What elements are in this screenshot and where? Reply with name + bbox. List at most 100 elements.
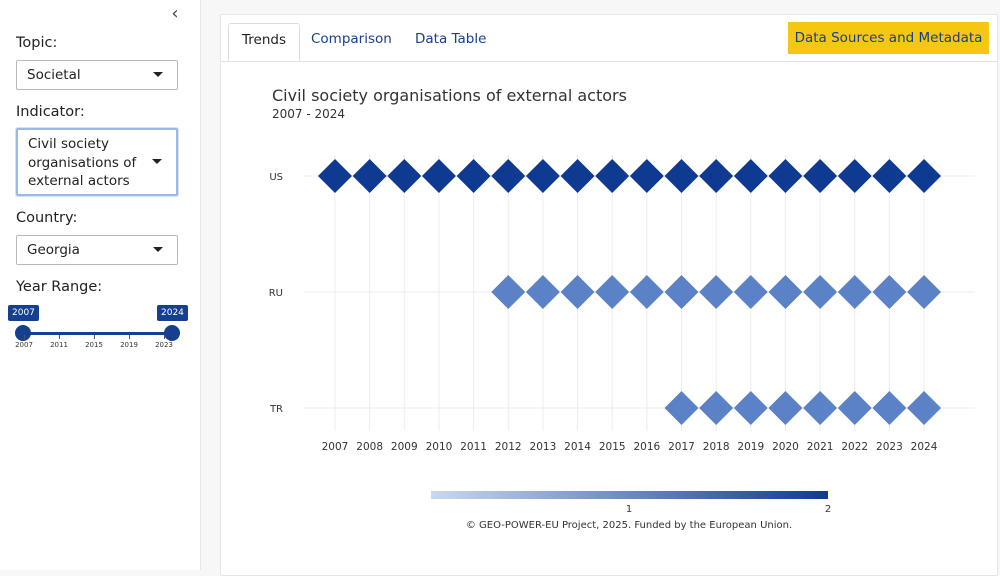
tab-trends[interactable]: Trends — [228, 23, 300, 61]
country-label: Country: — [16, 210, 78, 226]
heatmap-cell-diamond[interactable] — [837, 159, 872, 193]
topic-label: Topic: — [16, 35, 58, 51]
heatmap-cell-diamond[interactable] — [837, 391, 872, 425]
x-tick-label: 2023 — [876, 441, 903, 453]
chart-footer: © GEO-POWER-EU Project, 2025. Funded by … — [466, 520, 792, 531]
heatmap-cell-diamond[interactable] — [837, 275, 872, 309]
year-range-label: Year Range: — [16, 279, 103, 295]
heatmap-cell-diamond[interactable] — [872, 275, 907, 309]
country-select-value: Georgia — [27, 242, 80, 258]
year-range-from-badge: 2007 — [8, 305, 39, 321]
heatmap-cell-diamond[interactable] — [456, 159, 491, 193]
indicator-label: Indicator: — [16, 104, 85, 120]
x-tick-label: 2012 — [495, 441, 522, 453]
slider-tickmark — [24, 335, 25, 339]
heatmap-cell-diamond[interactable] — [907, 275, 942, 309]
y-tick-label: TR — [269, 404, 283, 415]
slider-tick-label: 2007 — [15, 341, 33, 349]
tab-bar: Trends Comparison Data Table Data Source… — [221, 15, 997, 62]
slider-tick-label: 2019 — [120, 341, 138, 349]
heatmap-cell-diamond[interactable] — [491, 275, 526, 309]
caret-down-icon — [152, 159, 162, 164]
topic-select[interactable]: Societal — [16, 60, 178, 90]
x-tick-label: 2007 — [322, 441, 349, 453]
heatmap-cell-diamond[interactable] — [768, 391, 803, 425]
heatmap-cell-diamond[interactable] — [803, 275, 838, 309]
heatmap-cell-diamond[interactable] — [491, 159, 526, 193]
slider-tickmark — [129, 335, 130, 339]
x-tick-label: 2018 — [703, 441, 730, 453]
x-tick-label: 2011 — [460, 441, 487, 453]
year-range-track[interactable] — [22, 332, 174, 335]
heatmap-cell-diamond[interactable] — [318, 159, 352, 193]
tab-data-table[interactable]: Data Table — [415, 31, 487, 47]
heatmap-cell-diamond[interactable] — [387, 159, 422, 193]
x-tick-label: 2009 — [391, 441, 418, 453]
slider-tickmark — [94, 335, 95, 339]
chevron-left-icon[interactable]: ‹ — [171, 3, 179, 24]
heatmap-cell-diamond[interactable] — [907, 391, 942, 425]
x-tick-label: 2022 — [841, 441, 868, 453]
heatmap-cell-diamond[interactable] — [525, 159, 560, 193]
heatmap-cell-diamond[interactable] — [595, 159, 630, 193]
slider-tick-label: 2011 — [50, 341, 68, 349]
indicator-select-value-line: organisations of — [28, 154, 137, 171]
x-tick-label: 2016 — [633, 441, 660, 453]
heatmap-cell-diamond[interactable] — [803, 391, 838, 425]
color-scale-bar — [431, 491, 828, 499]
x-tick-label: 2021 — [807, 441, 834, 453]
heatmap-cell-diamond[interactable] — [733, 391, 768, 425]
heatmap-cell-diamond[interactable] — [872, 391, 907, 425]
heatmap-cell-diamond[interactable] — [699, 159, 734, 193]
heatmap-chart: 2007 2008 2009 2010 2011 2012 2013 2014 2015 2016… — [269, 155, 975, 531]
heatmap-cell-diamond[interactable] — [907, 159, 942, 193]
heatmap-cell-diamond[interactable] — [595, 275, 630, 309]
slider-tickmark — [59, 335, 60, 339]
x-tick-label: 2020 — [772, 441, 799, 453]
heatmap-cell-diamond[interactable] — [629, 275, 664, 309]
heatmap-cell-diamond[interactable] — [421, 159, 456, 193]
year-range-start-handle[interactable] — [15, 325, 31, 341]
heatmap-cell-diamond[interactable] — [664, 391, 699, 425]
x-tick-label: 2019 — [737, 441, 764, 453]
heatmap-cell-diamond[interactable] — [699, 275, 734, 309]
indicator-select-value-line: external actors — [28, 173, 130, 189]
slider-tick-label: 2023 — [155, 341, 173, 349]
heatmap-cell-diamond[interactable] — [664, 275, 699, 309]
heatmap-cell-diamond[interactable] — [803, 159, 838, 193]
x-tick-label: 2015 — [599, 441, 626, 453]
topic-select-value: Societal — [27, 67, 81, 83]
heatmap-cell-diamond[interactable] — [872, 159, 907, 193]
slider-tick-label: 2015 — [85, 341, 103, 349]
x-tick-label: 2017 — [668, 441, 695, 453]
heatmap-cell-diamond[interactable] — [768, 275, 803, 309]
data-sources-metadata-button[interactable]: Data Sources and Metadata — [788, 22, 989, 54]
heatmap-cell-diamond[interactable] — [525, 275, 560, 309]
heatmap-cell-diamond[interactable] — [629, 159, 664, 193]
heatmap-cell-diamond[interactable] — [699, 391, 734, 425]
x-tick-label: 2010 — [426, 441, 453, 453]
x-tick-label: 2013 — [530, 441, 557, 453]
heatmap-cell-diamond[interactable] — [352, 159, 387, 193]
heatmap-cell-diamond[interactable] — [768, 159, 803, 193]
x-tick-label: 2008 — [356, 441, 383, 453]
indicator-select[interactable]: Civil society organisations of external … — [16, 128, 178, 196]
caret-down-icon — [153, 72, 163, 77]
y-tick-label: US — [269, 172, 283, 183]
main-panel: Trends Comparison Data Table Data Source… — [220, 14, 998, 576]
caret-down-icon — [153, 247, 163, 252]
filters-sidebar: ‹ Topic: Societal Indicator: Civil socie… — [0, 0, 201, 570]
year-range-to-badge: 2024 — [157, 305, 188, 321]
year-range-end-handle[interactable] — [164, 325, 180, 341]
heatmap-cell-diamond[interactable] — [733, 159, 768, 193]
tab-comparison[interactable]: Comparison — [311, 31, 392, 47]
heatmap-cell-diamond[interactable] — [733, 275, 768, 309]
country-select[interactable]: Georgia — [16, 235, 178, 265]
indicator-select-value-line: Civil society — [28, 136, 110, 152]
heatmap-cell-diamond[interactable] — [560, 159, 595, 193]
color-scale-min-label: 1 — [626, 504, 632, 515]
slider-tickmark — [164, 335, 165, 339]
chart-title: Civil society organisations of external … — [272, 86, 627, 105]
heatmap-cell-diamond[interactable] — [664, 159, 699, 193]
heatmap-cell-diamond[interactable] — [560, 275, 595, 309]
